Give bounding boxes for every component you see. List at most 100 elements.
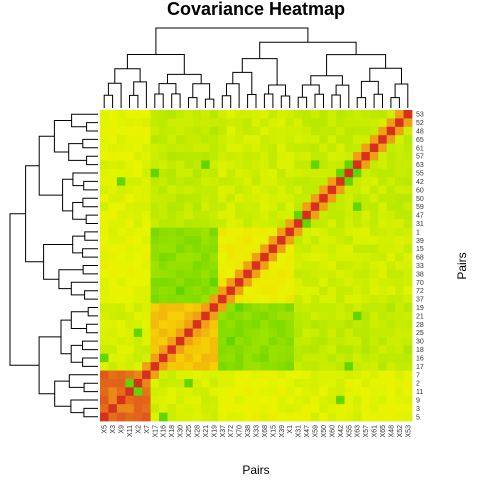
heatmap-cell [116,412,126,422]
heatmap-cell [260,370,270,380]
heatmap-cell [150,303,160,313]
heatmap-cell [243,135,253,145]
heatmap-cell [218,135,227,145]
heatmap-cell [226,303,236,313]
heatmap-cell [327,135,337,145]
heatmap-cell [302,303,312,313]
x-axis-title: Pairs [242,463,269,477]
heatmap-cell [100,236,109,245]
heatmap-cell [395,353,404,363]
heatmap-cell [352,412,362,422]
heatmap-cell [201,210,211,220]
heatmap-cell [285,370,295,380]
heatmap-cell [192,227,202,237]
heatmap-cell [369,378,379,388]
heatmap-cell [369,152,379,161]
heatmap-cell [209,177,219,187]
heatmap-cell [133,135,143,145]
heatmap-cell [268,345,278,355]
heatmap-cell [386,278,396,287]
heatmap-cell [310,286,320,296]
heatmap-cell [403,210,413,220]
column-tick-label: X47 [304,425,311,438]
heatmap-cell [336,278,345,287]
heatmap-cell [319,168,329,178]
heatmap-cell [386,303,396,313]
heatmap-cell [344,286,354,296]
heatmap-cell [108,404,118,413]
heatmap-cell [403,252,413,262]
column-tick-label: X15 [270,425,277,438]
heatmap-cell [201,236,211,245]
column-tick-label: X37 [220,425,227,438]
heatmap-cell [192,252,202,262]
heatmap-cell [150,370,160,380]
column-tick-label: X33 [254,425,261,438]
dendrogram-branch [82,197,98,208]
heatmap-cell [352,311,362,321]
heatmap-cell [243,404,253,413]
heatmap-cell [226,387,236,397]
heatmap-cell [116,135,126,145]
heatmap-cell [386,210,396,220]
heatmap-cell [234,252,244,262]
heatmap-cell [386,194,396,203]
heatmap-cell [167,227,177,237]
heatmap-cell [302,126,312,136]
dendrogram-branch [83,180,98,191]
heatmap-cell [310,227,320,237]
heatmap-cell [302,244,312,254]
heatmap-cell [336,110,345,119]
heatmap-cell [133,269,143,279]
heatmap-cell [209,236,219,245]
heatmap-cell [268,185,278,195]
heatmap-cell [251,261,261,271]
heatmap-cell [386,311,396,321]
dendrogram-branch [87,307,98,317]
heatmap-cell [234,202,244,212]
heatmap-cell [378,152,388,161]
heatmap-cell [395,126,404,136]
heatmap-cell [218,202,227,212]
heatmap-cell [319,185,329,195]
heatmap-cell [184,227,194,237]
heatmap-cell [293,362,303,371]
heatmap-cell [361,261,371,271]
row-tick-label: 9 [416,397,420,404]
heatmap-cell [243,395,253,405]
heatmap-cell [386,320,396,329]
heatmap-cell [352,370,362,380]
heatmap-cell [116,294,126,304]
heatmap-cell [352,387,362,397]
heatmap-cell [142,118,151,128]
heatmap-cell [403,404,413,413]
heatmap-cell [251,202,261,212]
dendrogram-branch [297,96,308,108]
heatmap-cell [403,412,413,422]
heatmap-cell [243,152,253,161]
heatmap-cell [108,261,118,271]
heatmap-cell [243,110,253,119]
heatmap-cell [277,353,286,363]
heatmap-cell [327,219,337,229]
heatmap-cell [175,387,185,397]
heatmap-cell [403,261,413,271]
heatmap-cell [167,185,177,195]
heatmap-cell [395,395,404,405]
heatmap-cell [310,177,320,187]
column-tick-label: X28 [194,425,201,438]
heatmap-cell [277,194,286,203]
heatmap-cell [268,227,278,237]
heatmap-cell [218,311,227,321]
heatmap-cell [327,261,337,271]
heatmap-cell [310,160,320,170]
heatmap-cell [201,160,211,170]
heatmap-cell [344,362,354,371]
heatmap-cell [344,303,354,313]
heatmap-cell [395,345,404,355]
heatmap-cell [150,118,160,128]
heatmap-cell [150,294,160,304]
heatmap-cell [108,252,118,262]
heatmap-cell [226,152,236,161]
